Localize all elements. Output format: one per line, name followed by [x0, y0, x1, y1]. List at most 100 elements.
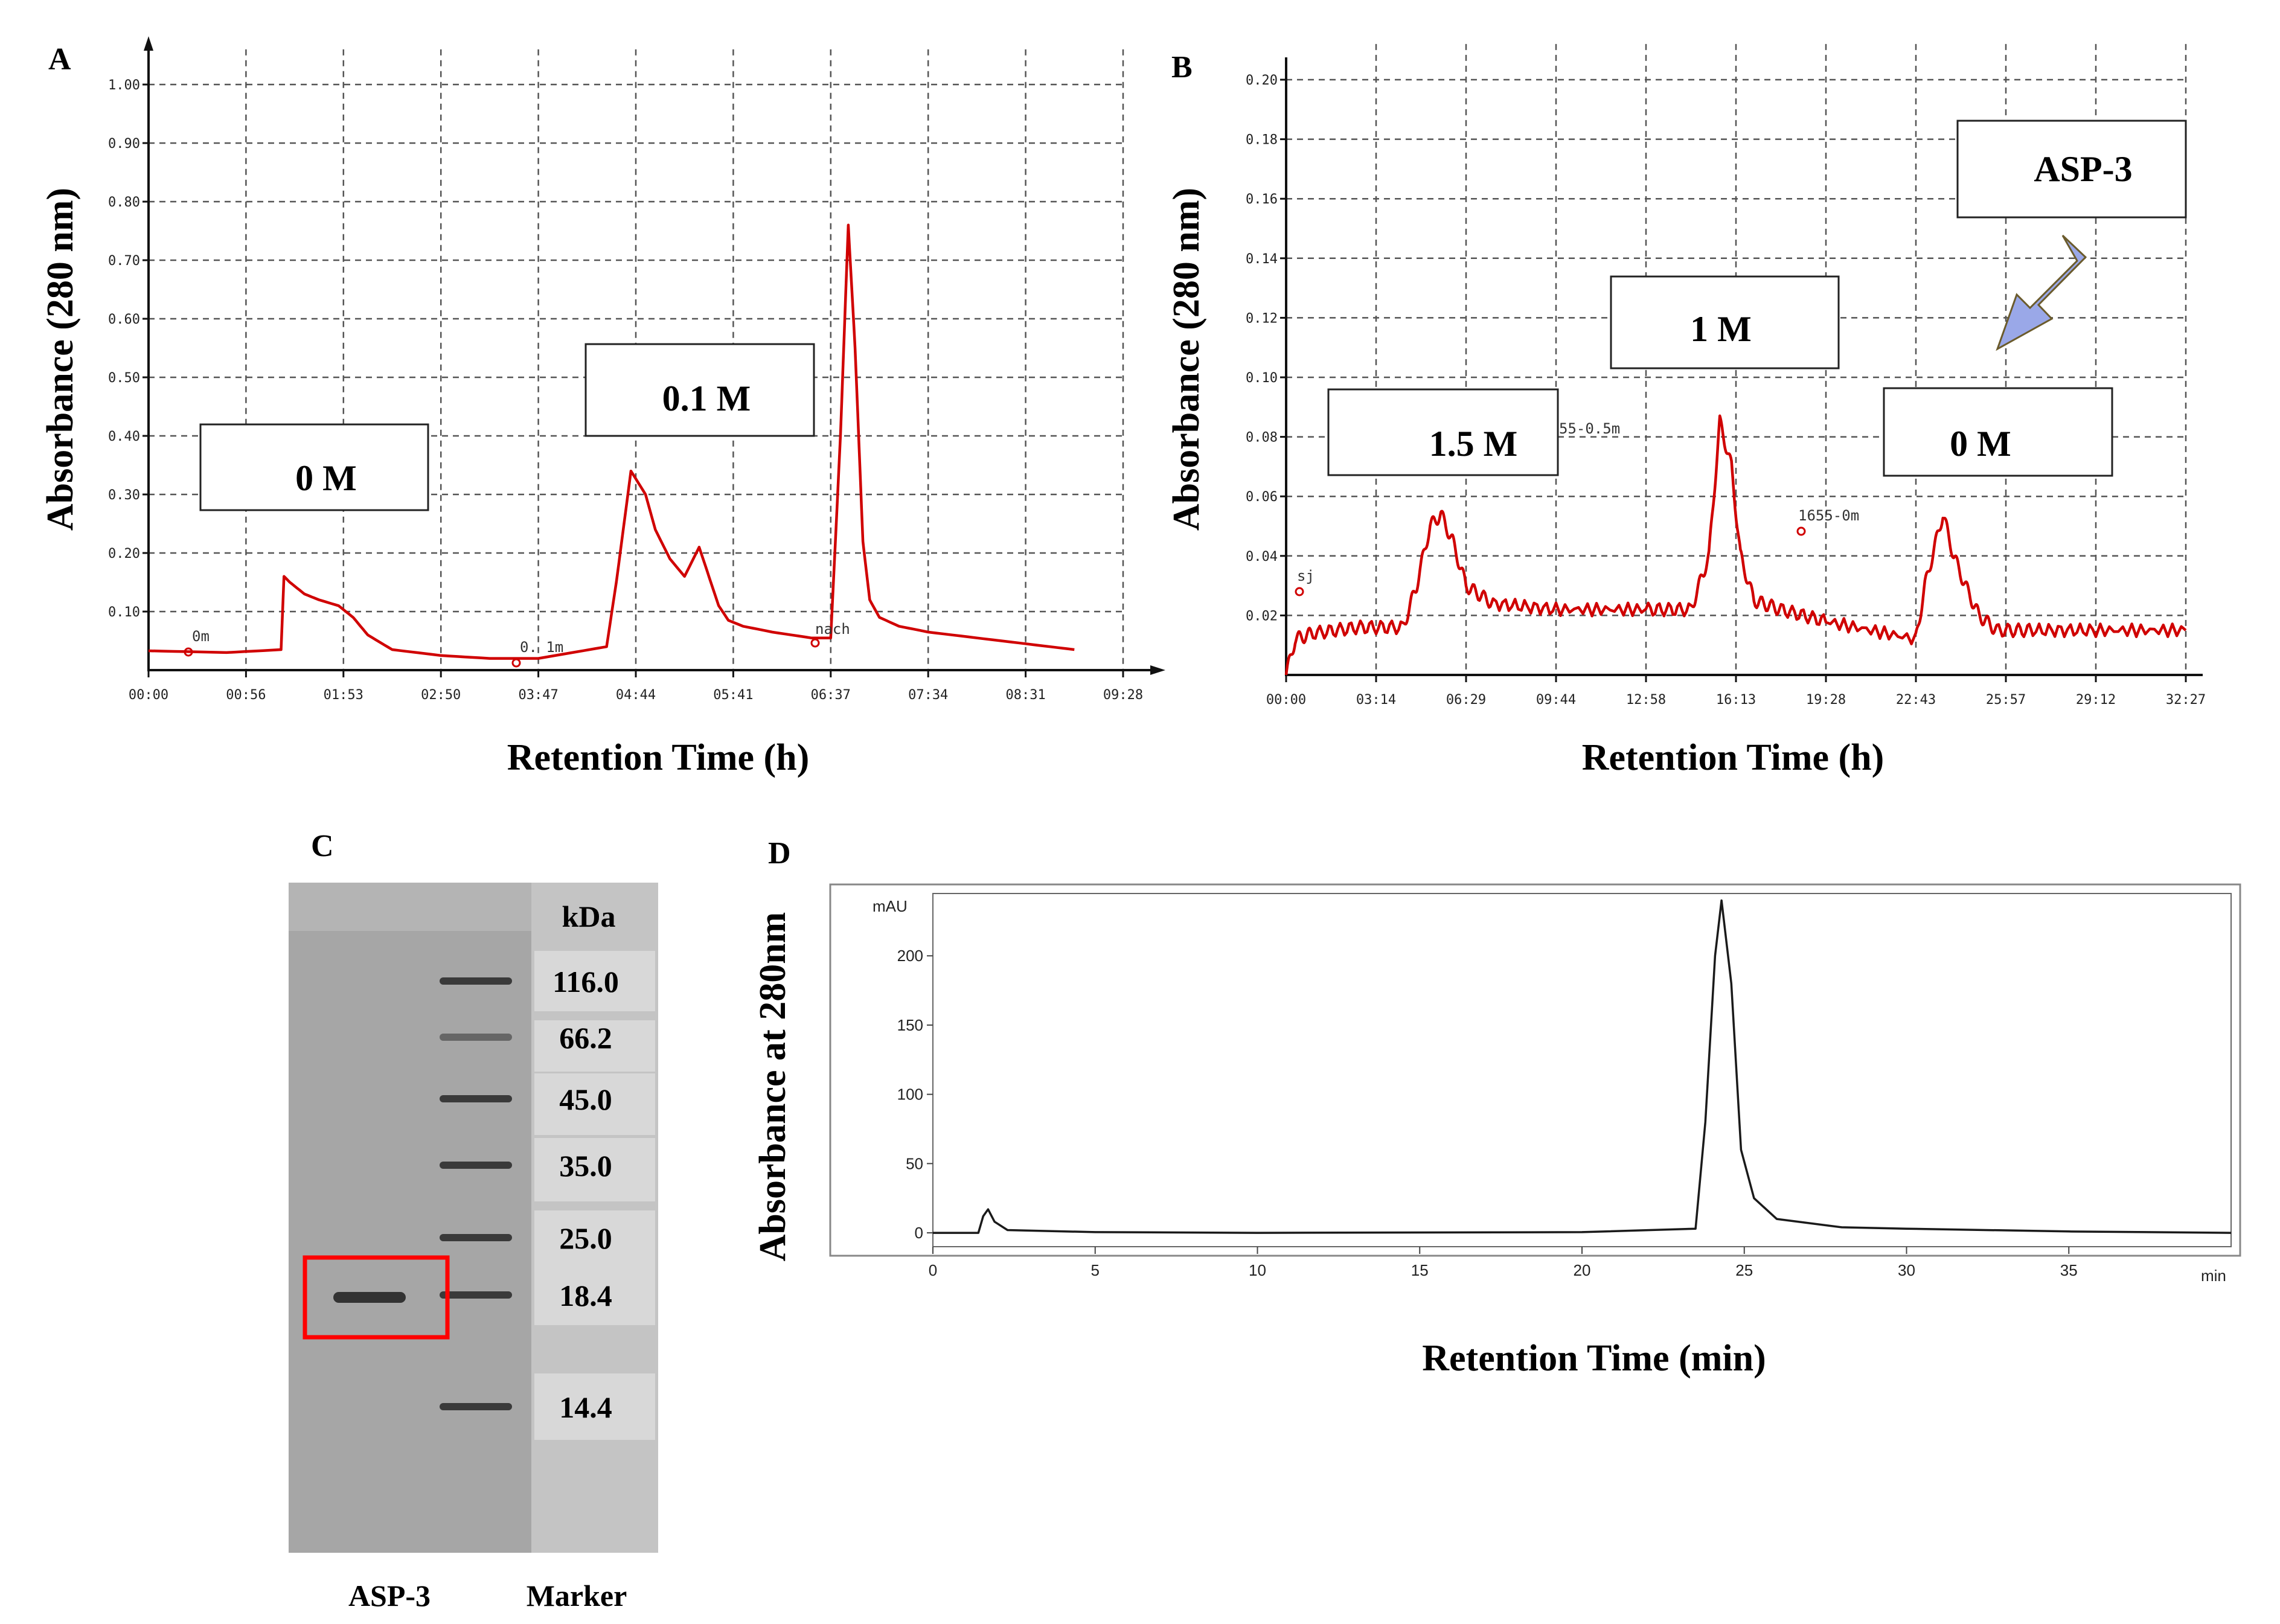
- y-tick-label: 0.40: [108, 429, 140, 444]
- panel-d-xlabel: Retention Time (min): [1422, 1338, 1766, 1379]
- panel-d-ylabel: Absorbance at 280nm: [752, 912, 793, 1262]
- asp3-band: [333, 1292, 406, 1303]
- panel-b-ylabel: Absorbance (280 nm): [1166, 188, 1207, 531]
- panel-a-x-arrow: [1150, 665, 1165, 675]
- x-tick-label: 25: [1735, 1261, 1753, 1279]
- marker-label-bg: [534, 951, 655, 1011]
- x-tick-label: 22:43: [1896, 692, 1936, 708]
- panel-b-annot-sj: sj: [1295, 567, 1315, 596]
- svg-text:0 M: 0 M: [1950, 424, 2011, 464]
- y-tick-label: 0.12: [1246, 311, 1278, 326]
- panel-b-letter: B: [1171, 50, 1193, 85]
- x-tick-label: 29:12: [2076, 692, 2116, 708]
- panel-b-box-1m: 1 M: [1610, 275, 1840, 369]
- lane-label-marker: Marker: [527, 1579, 627, 1613]
- y-tick-label: 100: [897, 1085, 923, 1104]
- svg-text:sj: sj: [1297, 567, 1315, 584]
- x-tick-label: 03:14: [1356, 692, 1396, 708]
- x-tick-label: 02:50: [421, 688, 461, 703]
- marker-band: [440, 1234, 512, 1241]
- x-tick-label: 0: [929, 1261, 937, 1279]
- y-tick-label: 0.10: [1246, 371, 1278, 386]
- y-tick-label: 0.06: [1246, 490, 1278, 505]
- marker-label: 45.0: [559, 1082, 612, 1116]
- marker-band: [440, 977, 512, 985]
- y-tick-label: 0.14: [1246, 252, 1278, 267]
- marker-label-bg: [534, 1373, 655, 1440]
- y-tick-label: 1.00: [108, 78, 140, 93]
- x-tick-label: 07:34: [908, 688, 948, 703]
- y-tick-label: 0.80: [108, 195, 140, 210]
- panel-a-xlabel: Retention Time (h): [507, 737, 810, 778]
- x-tick-label: 06:37: [811, 688, 851, 703]
- asp3-highlight-box: [303, 1255, 450, 1340]
- marker-label-bg: [534, 1138, 655, 1201]
- x-tick-label: 15: [1411, 1261, 1429, 1279]
- x-tick-label: 30: [1898, 1261, 1915, 1279]
- panel-a-ylabel: Absorbance (280 nm): [40, 188, 81, 531]
- svg-text:1 M: 1 M: [1690, 309, 1752, 349]
- marker-band: [440, 1291, 512, 1299]
- y-tick-label: 0.04: [1246, 549, 1278, 564]
- marker-band: [440, 1095, 512, 1102]
- y-tick-label: 0.20: [108, 546, 140, 561]
- x-tick-label: 00:56: [226, 688, 266, 703]
- svg-text:1.5 M: 1.5 M: [1429, 424, 1518, 464]
- y-tick-label: 0.90: [108, 136, 140, 152]
- svg-text:nach: nach: [815, 621, 850, 638]
- y-tick-label: 150: [897, 1016, 923, 1034]
- x-tick-label: 00:00: [1266, 692, 1306, 708]
- panel-b-xlabel: Retention Time (h): [1582, 737, 1885, 778]
- y-tick-label: 0.10: [108, 605, 140, 620]
- marker-label-bg: [534, 1210, 655, 1262]
- panel-a-annot-01m: 0. 1m: [511, 639, 563, 668]
- x-tick-label: 01:53: [324, 688, 363, 703]
- svg-text:0m: 0m: [192, 628, 210, 645]
- marker-label: 66.2: [559, 1021, 612, 1055]
- panel-b-box-15m: 1.5 M: [1327, 388, 1559, 476]
- panel-d-letter: D: [768, 836, 791, 871]
- marker-label-bg: [534, 1020, 655, 1072]
- y-tick-label: 0.70: [108, 254, 140, 269]
- y-tick-label: 0.02: [1246, 609, 1278, 624]
- panel-d-xunit: min: [2201, 1267, 2226, 1285]
- marker-band: [440, 1162, 512, 1169]
- panel-a-letter: A: [48, 42, 71, 77]
- marker-band: [440, 1034, 512, 1041]
- y-tick-label: 0.50: [108, 371, 140, 386]
- marker-label: 116.0: [552, 965, 619, 999]
- y-tick-label: 0.60: [108, 312, 140, 327]
- y-tick-label: 50: [906, 1154, 923, 1172]
- panel-c: C kDa 116.0 66.2 45.0 35.0 25.0 18.4 14.4 ASP-…: [289, 829, 658, 1613]
- panel-b-box-0m: 0 M: [1883, 387, 2113, 477]
- panel-a-box-0m: 0 M: [199, 423, 429, 511]
- x-tick-label: 5: [1091, 1261, 1100, 1279]
- panel-d: D mAU min 0 50 100 150 200 0 5 10 15 20 25 30 35 Re…: [752, 836, 2241, 1379]
- x-tick-label: 12:58: [1626, 692, 1666, 708]
- svg-text:0 M: 0 M: [295, 458, 357, 498]
- x-tick-label: 16:13: [1716, 692, 1756, 708]
- panel-a-box-01m: 0.1 M: [584, 343, 815, 437]
- x-tick-label: 06:29: [1446, 692, 1486, 708]
- svg-text:1655-0m: 1655-0m: [1798, 507, 1859, 524]
- svg-text:0.1 M: 0.1 M: [662, 379, 751, 418]
- arrow-icon: [1996, 234, 2087, 351]
- marker-label: 35.0: [559, 1149, 612, 1183]
- panel-b-box-asp3: ASP-3: [1956, 120, 2187, 219]
- y-tick-label: 0.08: [1246, 430, 1278, 446]
- x-tick-label: 25:57: [1986, 692, 2026, 708]
- x-tick-label: 04:44: [616, 688, 656, 703]
- marker-label: 25.0: [559, 1221, 612, 1255]
- x-tick-label: 19:28: [1806, 692, 1846, 708]
- x-tick-label: 35: [2060, 1261, 2078, 1279]
- y-tick-label: 0: [915, 1224, 923, 1242]
- panel-b-annot-055m: 55-0.5m: [1559, 420, 1620, 437]
- x-tick-label: 32:27: [2166, 692, 2206, 708]
- panel-a-y-arrow: [144, 36, 153, 51]
- y-tick-label: 0.18: [1246, 133, 1278, 148]
- x-tick-label: 05:41: [713, 688, 753, 703]
- panel-b-trace: [1284, 414, 2187, 676]
- gel-unit-label: kDa: [562, 900, 616, 933]
- x-tick-label: 09:44: [1536, 692, 1576, 708]
